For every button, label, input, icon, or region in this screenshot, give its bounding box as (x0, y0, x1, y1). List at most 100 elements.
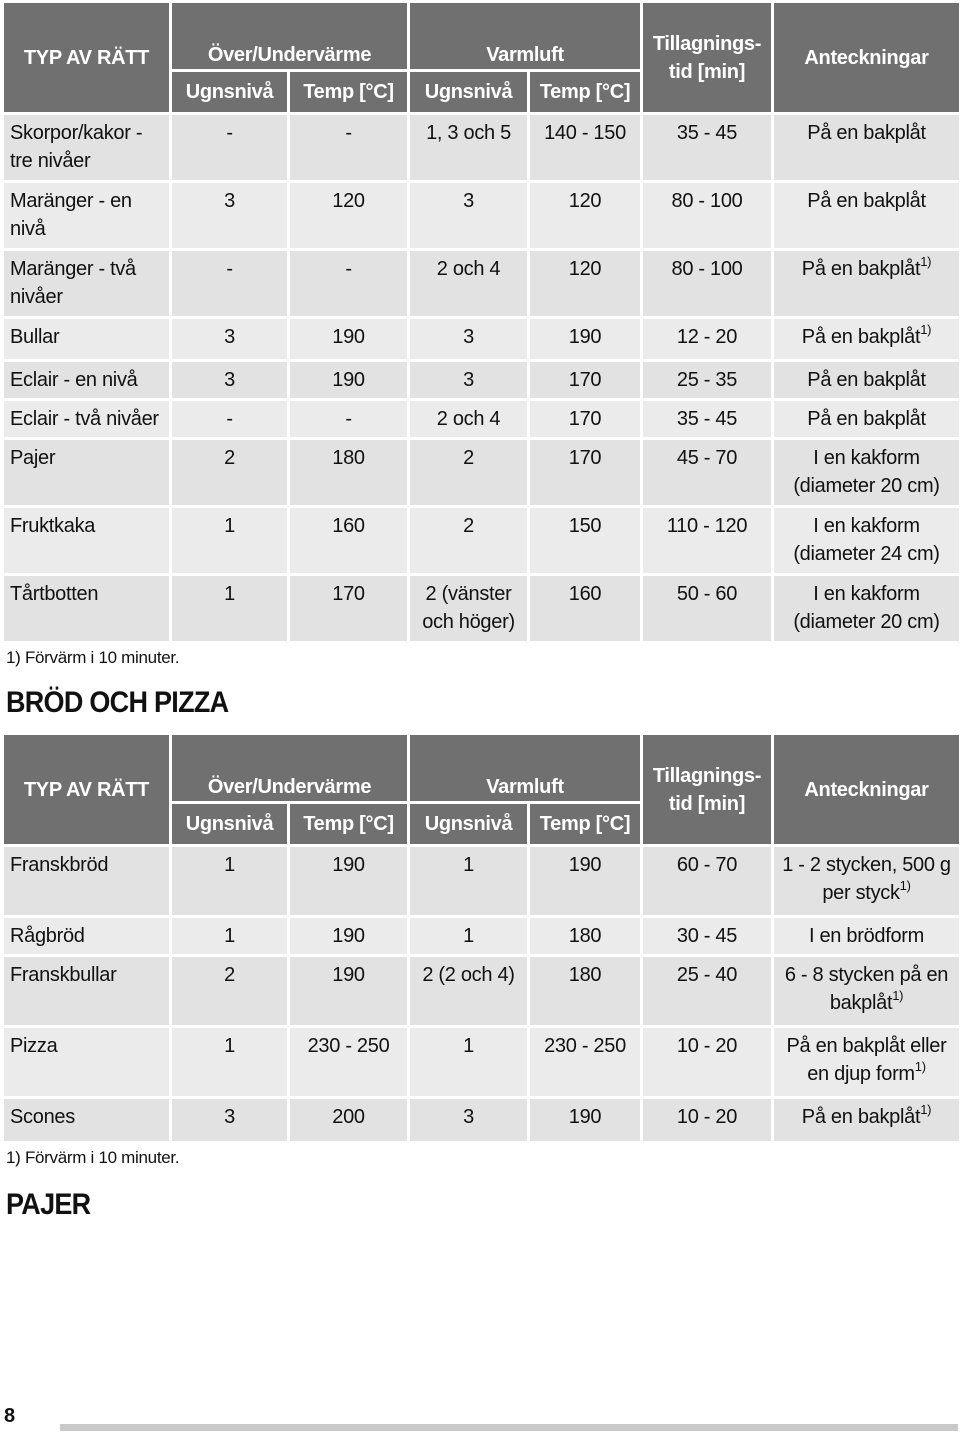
cell-fan-shelf: 3 (410, 319, 527, 359)
table-row: Pizza 1 230 - 250 1 230 - 250 10 - 20 På en ba… (4, 1028, 959, 1096)
header-dish: TYP AV RÄTT (4, 3, 169, 112)
cell-fan-temp: 140 - 150 (530, 115, 640, 180)
cell-note: I en brödform (774, 918, 959, 954)
header-conventional-temp: Temp [°C] (290, 804, 407, 844)
cell-conventional-temp: - (290, 251, 407, 316)
header-conventional-shelf: Ugnsnivå (172, 804, 287, 844)
cell-fan-temp: 120 (530, 251, 640, 316)
cell-conventional-shelf: 3 (172, 183, 287, 248)
cell-conventional-shelf: 3 (172, 319, 287, 359)
cell-dish: Eclair - två nivåer (4, 401, 169, 437)
cell-dish: Pizza (4, 1028, 169, 1096)
cell-note: På en bakplåt (774, 401, 959, 437)
footnote-marker: 1) (920, 322, 932, 338)
cell-conventional-shelf: 3 (172, 362, 287, 398)
cell-dish: Scones (4, 1099, 169, 1141)
cell-conventional-shelf: 3 (172, 1099, 287, 1141)
cell-conventional-temp: 170 (290, 576, 407, 641)
cell-note: På en bakplåt (774, 183, 959, 248)
cell-note: I en kakform (diameter 20 cm) (774, 440, 959, 505)
footnote: 1) Förvärm i 10 minuter. (6, 648, 180, 667)
header-dish: TYP AV RÄTT (4, 735, 169, 844)
cell-dish: Eclair - en nivå (4, 362, 169, 398)
cell-note: 1 - 2 stycken, 500 g per styck1) (774, 847, 959, 915)
section-title-pies: PAJER (6, 1188, 91, 1221)
table-row: Maränger - två nivåer - -2 och 4 120 80 - 10… (4, 251, 959, 316)
cell-conventional-shelf: 1 (172, 847, 287, 915)
cell-note: På en bakplåt (774, 362, 959, 398)
cell-fan-temp: 190 (530, 847, 640, 915)
cell-time: 35 - 45 (643, 115, 771, 180)
header-conventional-shelf: Ugnsnivå (172, 72, 287, 112)
cell-fan-shelf: 2 (vänster och höger) (410, 576, 527, 641)
cell-fan-shelf: 1 (410, 918, 527, 954)
table-row: Eclair - två nivåer - -2 och 4 170 35 - 45 På… (4, 401, 959, 437)
cell-dish: Fruktkaka (4, 508, 169, 573)
cell-dish: Maränger - två nivåer (4, 251, 169, 316)
header-fan-shelf: Ugnsnivå (410, 72, 527, 112)
table-row: Franskbröd 1 190 1 190 60 - 70 1 - 2 stycken, … (4, 847, 959, 915)
cell-conventional-temp: 200 (290, 1099, 407, 1141)
footnote-marker: 1) (899, 878, 911, 894)
table-row: Rågbröd 1 190 1 180 30 - 45 I en brödform (4, 918, 959, 954)
cell-note: I en kakform (diameter 20 cm) (774, 576, 959, 641)
header-fan: Varmluft (410, 735, 640, 801)
cell-note: På en bakplåt1) (774, 319, 959, 359)
cell-note: På en bakplåt eller en djup form1) (774, 1028, 959, 1096)
cell-fan-shelf: 1, 3 och 5 (410, 115, 527, 180)
cell-conventional-shelf: 1 (172, 1028, 287, 1096)
bread-pizza-table: TYP AV RÄTT Över/Undervärme Varmluft Til… (1, 732, 960, 1144)
cell-conventional-temp: 160 (290, 508, 407, 573)
table-row: Pajer 2 180 2 170 45 - 70 I en kakform (diamet… (4, 440, 959, 505)
footnote-marker: 1) (914, 1059, 926, 1075)
page-number: 8 (4, 1405, 16, 1427)
header-time: Tillagnings- tid [min] (643, 3, 771, 112)
cell-time: 10 - 20 (643, 1099, 771, 1141)
cell-conventional-shelf: 2 (172, 957, 287, 1025)
cell-fan-temp: 190 (530, 1099, 640, 1141)
cell-dish: Franskbullar (4, 957, 169, 1025)
table-row: Maränger - en nivå 3 120 3 120 80 - 100 På en … (4, 183, 959, 248)
cell-time: 80 - 100 (643, 183, 771, 248)
cell-fan-shelf: 2 (2 och 4) (410, 957, 527, 1025)
table-row: Fruktkaka 1 160 2 150 110 - 120 I en kakform (… (4, 508, 959, 573)
cell-fan-shelf: 3 (410, 1099, 527, 1141)
cell-fan-temp: 180 (530, 918, 640, 954)
cell-time: 12 - 20 (643, 319, 771, 359)
cell-conventional-temp: 120 (290, 183, 407, 248)
table-row: Scones 3 200 3 190 10 - 20 På en bakplåt1) (4, 1099, 959, 1141)
footnote: 1) Förvärm i 10 minuter. (6, 1148, 180, 1167)
cell-conventional-temp: 180 (290, 440, 407, 505)
cell-conventional-temp: 190 (290, 957, 407, 1025)
header-fan-temp: Temp [°C] (530, 804, 640, 844)
cell-dish: Skorpor/kakor - tre nivåer (4, 115, 169, 180)
cell-time: 60 - 70 (643, 847, 771, 915)
cell-time: 80 - 100 (643, 251, 771, 316)
cell-conventional-temp: 190 (290, 847, 407, 915)
baking-table: TYP AV RÄTT Över/Undervärme Varmluft Til… (1, 0, 960, 644)
cell-note: I en kakform (diameter 24 cm) (774, 508, 959, 573)
cell-conventional-temp: - (290, 115, 407, 180)
table-row: Eclair - en nivå 3 190 3 170 25 - 35 På en bak… (4, 362, 959, 398)
cell-fan-temp: 180 (530, 957, 640, 1025)
cell-dish: Rågbröd (4, 918, 169, 954)
cell-conventional-shelf: 1 (172, 918, 287, 954)
cell-conventional-shelf: 1 (172, 576, 287, 641)
cell-time: 10 - 20 (643, 1028, 771, 1096)
cell-conventional-temp: 190 (290, 918, 407, 954)
cell-fan-temp: 160 (530, 576, 640, 641)
cell-fan-shelf: 2 och 4 (410, 401, 527, 437)
cell-time: 50 - 60 (643, 576, 771, 641)
cell-fan-temp: 190 (530, 319, 640, 359)
cell-fan-temp: 170 (530, 401, 640, 437)
header-fan-temp: Temp [°C] (530, 72, 640, 112)
cell-time: 45 - 70 (643, 440, 771, 505)
cell-time: 30 - 45 (643, 918, 771, 954)
table-row: Tårtbotten 1 170 2 (vänster och höger) 160 50… (4, 576, 959, 641)
cell-fan-shelf: 2 (410, 440, 527, 505)
cell-dish: Maränger - en nivå (4, 183, 169, 248)
cell-fan-temp: 170 (530, 440, 640, 505)
cell-fan-shelf: 3 (410, 362, 527, 398)
cell-conventional-shelf: - (172, 401, 287, 437)
section-title-bread-pizza: BRÖD OCH PIZZA (6, 686, 229, 719)
